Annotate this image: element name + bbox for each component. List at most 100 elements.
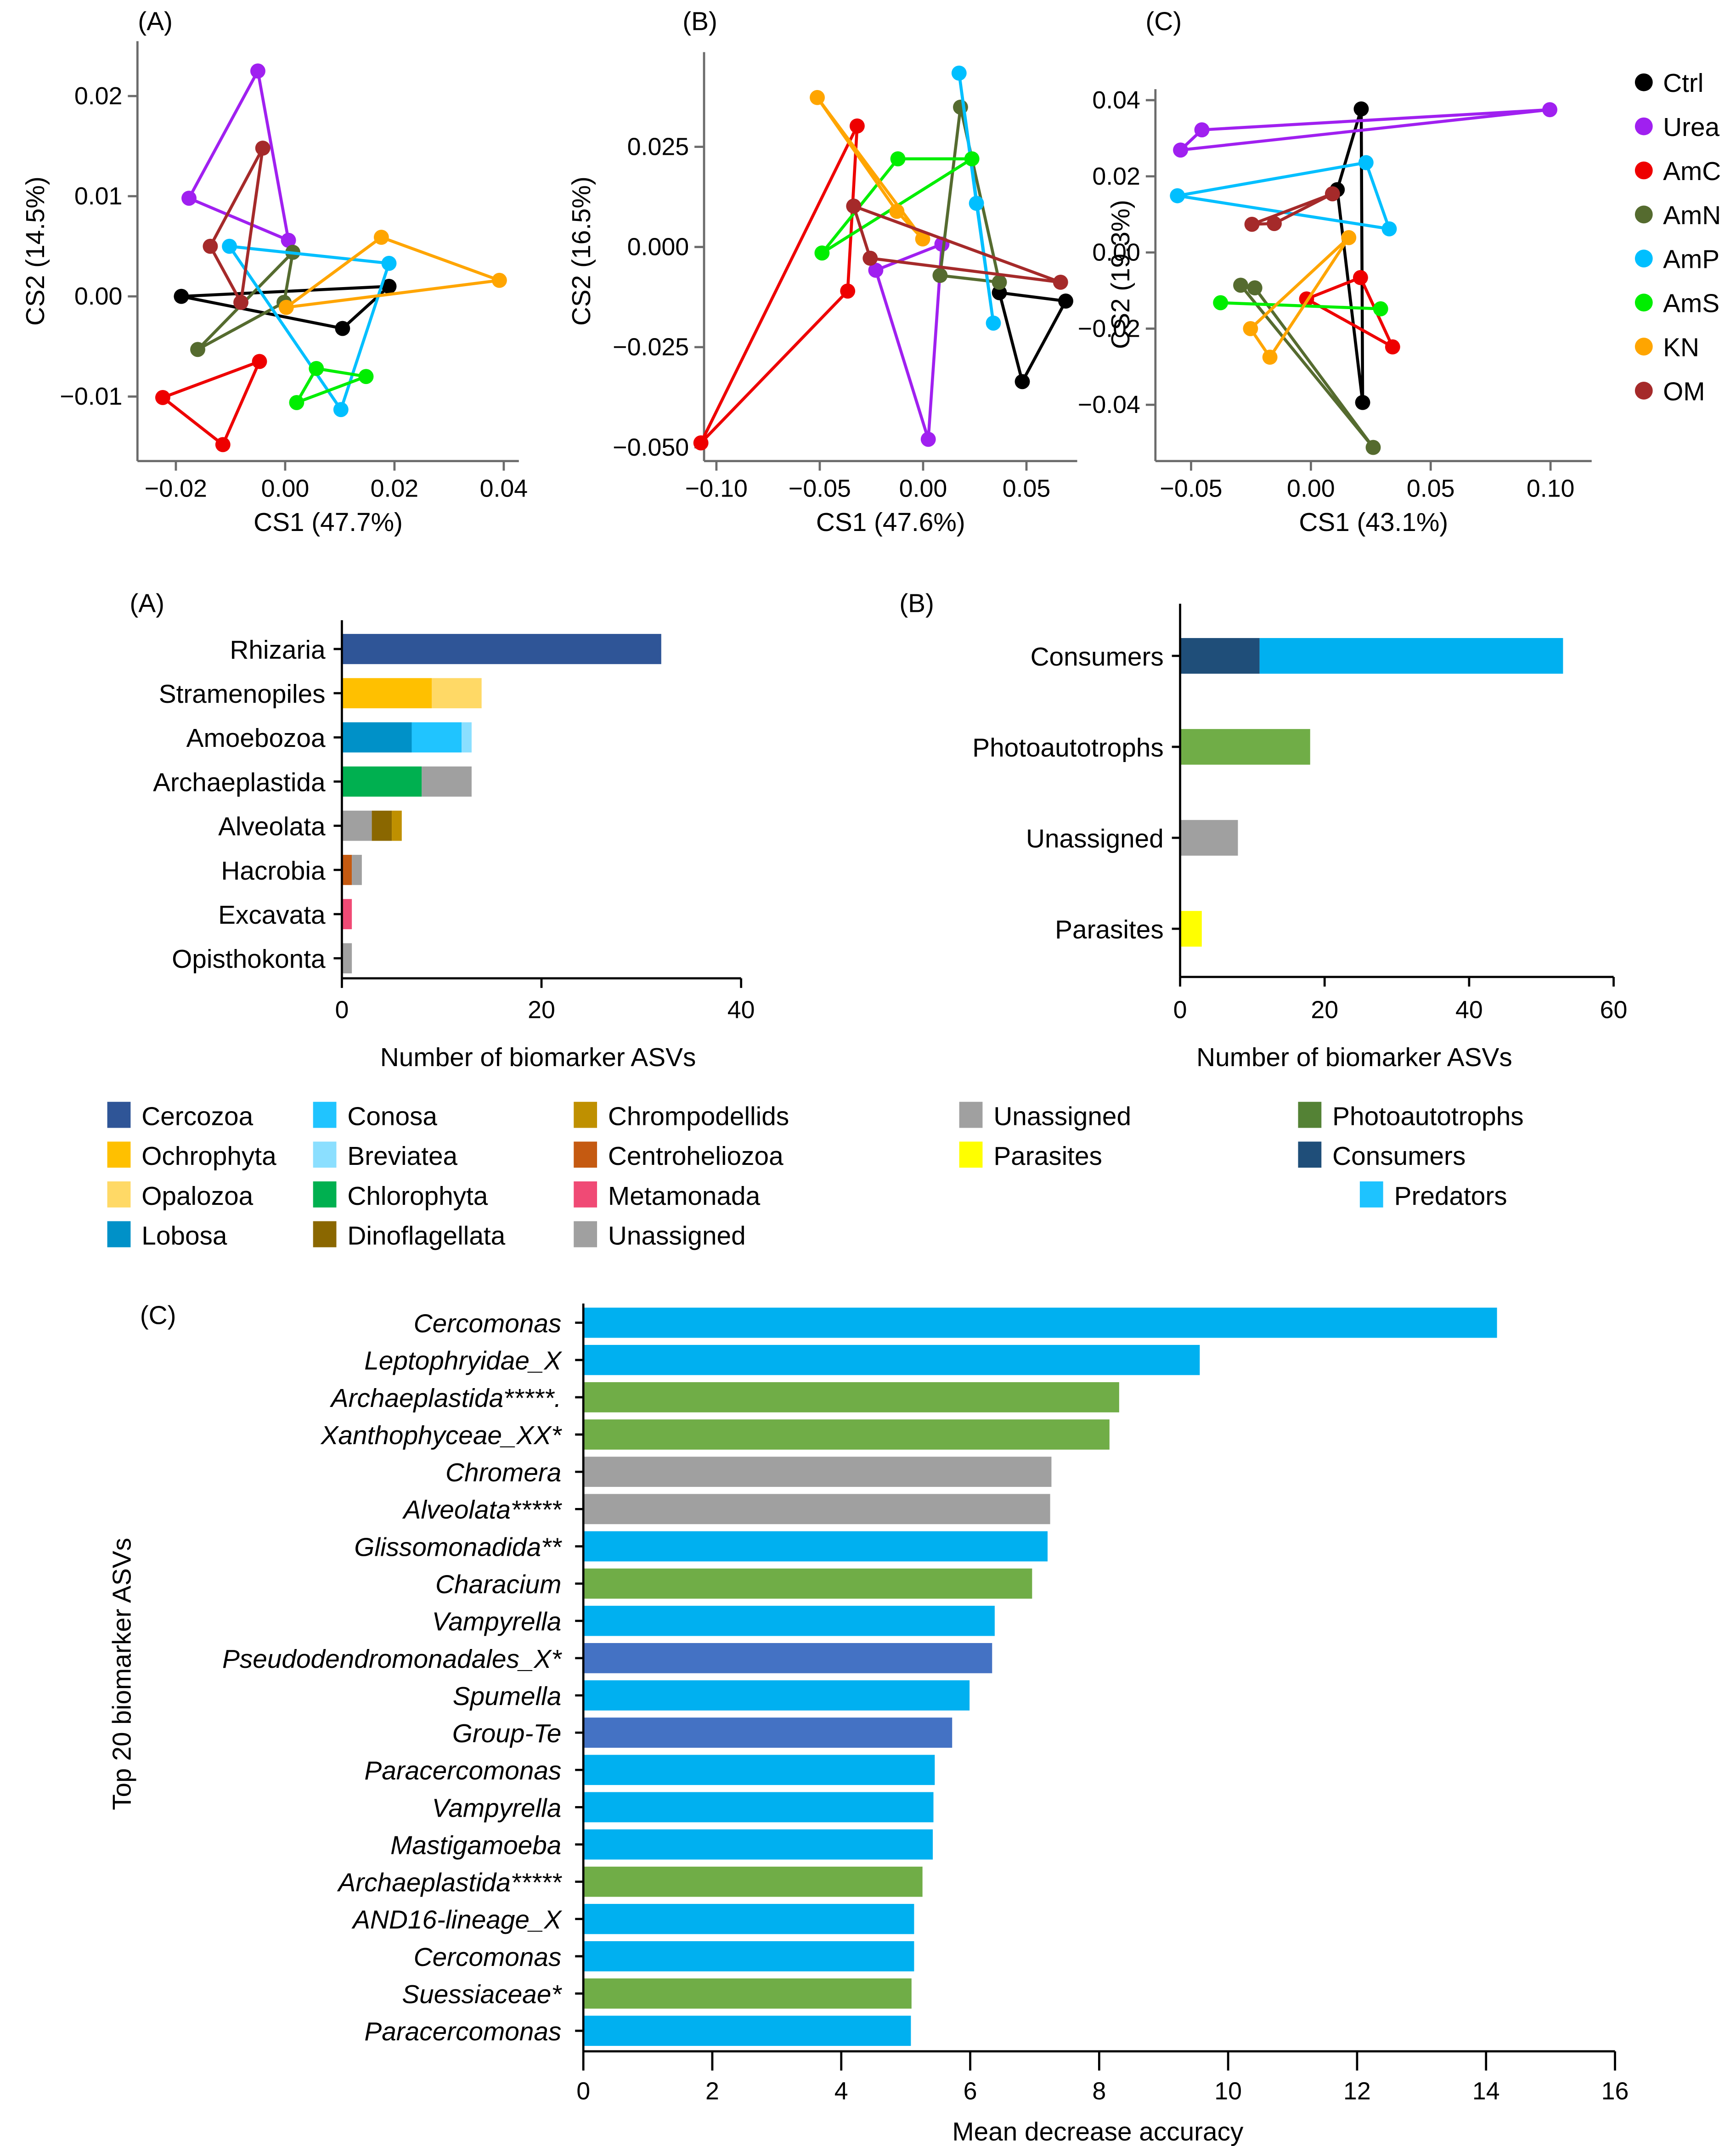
data-point-urea <box>1542 102 1558 118</box>
legend-marker-kn <box>1635 338 1653 356</box>
series-hull-kn <box>285 236 501 309</box>
category-label: Excavata <box>218 901 326 930</box>
y-tick-label: 0.00 <box>1092 239 1140 266</box>
y-tick-label: −0.050 <box>613 434 689 461</box>
legend-label: Centroheliozoa <box>608 1142 783 1171</box>
data-point-amp <box>986 315 1001 331</box>
category-label: Alveolata <box>218 813 326 841</box>
bar <box>583 1866 923 1897</box>
data-point-kn <box>1341 230 1357 245</box>
data-point-kn <box>810 90 825 105</box>
x-tick-label: −0.10 <box>685 474 748 502</box>
panel-label: (B) <box>682 7 717 36</box>
series-hull-amc <box>699 124 859 445</box>
series-hull-ams <box>295 367 368 404</box>
legend-label: AmN <box>1663 201 1721 230</box>
data-point-amp <box>222 238 237 254</box>
legend-swatch-unassigned <box>959 1101 983 1128</box>
data-point-ctrl <box>992 285 1007 300</box>
data-point-urea <box>181 191 197 206</box>
bar-segment-chlorophyta <box>342 766 422 797</box>
legend-marker-om <box>1635 382 1653 400</box>
data-point-urea <box>281 232 296 248</box>
legend-label: Lobosa <box>141 1221 227 1250</box>
bar <box>583 1419 1110 1450</box>
data-point-ams <box>964 151 980 167</box>
legend-label: Opalozoa <box>141 1182 253 1211</box>
data-point-om <box>1267 216 1282 232</box>
bar <box>583 1755 935 1785</box>
data-point-urea <box>1173 142 1188 158</box>
x-tick-label: 16 <box>1601 2077 1629 2105</box>
bar <box>583 1680 970 1711</box>
legend-label: Chrompodellids <box>608 1102 789 1131</box>
legend-swatch-breviatea <box>313 1141 337 1168</box>
bar <box>583 1382 1119 1412</box>
legend-swatch-lobosa <box>107 1221 131 1248</box>
series-hull-om <box>1250 192 1334 226</box>
legend-swatch-cercozoa <box>107 1101 131 1128</box>
series-hull-amp <box>228 244 391 411</box>
bar-segment-unassigned <box>422 766 472 797</box>
y-axis-label: CS2 (14.5%) <box>21 176 50 326</box>
legend-swatch-metamonada <box>574 1181 597 1208</box>
category-label: Cercomonas <box>414 1310 562 1338</box>
data-point-amn <box>1365 440 1381 455</box>
category-label: Hacrobia <box>221 857 326 886</box>
bar-segment-unassigned <box>1180 820 1238 856</box>
data-point-amc <box>693 435 709 451</box>
legend-label: Ochrophyta <box>141 1142 276 1171</box>
data-point-amn <box>932 268 948 283</box>
data-point-ctrl <box>335 321 350 336</box>
x-tick-label: 12 <box>1343 2077 1371 2105</box>
legend-label: Unassigned <box>993 1102 1131 1131</box>
bar-segment-dinoflagellata <box>372 810 392 841</box>
x-axis-label: Number of biomarker ASVs <box>1196 1043 1512 1072</box>
legend-label: Urea <box>1663 113 1719 142</box>
data-point-urea <box>868 262 884 278</box>
y-tick-label: −0.025 <box>613 333 689 361</box>
data-point-om <box>846 198 862 214</box>
bar <box>583 1307 1497 1338</box>
data-point-kn <box>1243 321 1258 336</box>
series-hull-kn <box>816 96 924 241</box>
legend-marker-amc <box>1635 161 1653 180</box>
bar-segment-predators <box>1259 638 1563 674</box>
legend-label: Metamonada <box>608 1182 761 1211</box>
category-label: Pseudodendromonadales_X* <box>222 1645 562 1674</box>
x-axis-label: CS1 (47.6%) <box>816 508 965 537</box>
data-point-om <box>1325 186 1340 202</box>
legend-label: AmP <box>1663 245 1719 274</box>
x-tick-label: 60 <box>1600 996 1628 1024</box>
legend-label: OM <box>1663 377 1705 406</box>
category-label: Leptophryidae_X <box>364 1347 562 1376</box>
category-label: Alveolata***** <box>402 1496 562 1525</box>
data-point-amp <box>333 402 349 418</box>
x-tick-label: 40 <box>1455 996 1483 1024</box>
data-point-ams <box>358 369 374 384</box>
panel-label: (A) <box>130 589 164 618</box>
category-label: Archaeplastida <box>153 768 326 797</box>
x-tick-label: 0.05 <box>1003 474 1051 502</box>
category-label: Consumers <box>1031 643 1164 672</box>
category-label: Unassigned <box>1026 825 1164 853</box>
data-point-amc <box>1385 339 1400 355</box>
bar-segment-parasites <box>1180 911 1202 947</box>
y-tick-label: −0.02 <box>1078 315 1140 342</box>
bar <box>583 1792 934 1823</box>
data-point-ctrl <box>1058 294 1073 309</box>
y-axis-label: CS2 (19.3%) <box>1106 200 1135 349</box>
legend-marker-ctrl <box>1635 73 1653 91</box>
legend-label: AmC <box>1663 157 1721 186</box>
category-label: Chromera <box>445 1458 561 1487</box>
x-tick-label: 0.00 <box>1287 474 1335 502</box>
legend-marker-urea <box>1635 117 1653 136</box>
bar-segment-chrompodellids <box>392 810 402 841</box>
data-point-ams <box>289 395 304 410</box>
category-label: Rhizaria <box>230 636 326 665</box>
y-tick-label: 0.025 <box>627 133 689 161</box>
scatter-panel-c: (C) −0.05 0.00 0.05 0.10 −0.04 −0.02 0.00 0.02 0.… <box>1078 7 1592 537</box>
data-point-amp <box>381 255 397 271</box>
bar <box>583 1457 1052 1487</box>
category-label: Paracercomonas <box>364 1756 561 1785</box>
